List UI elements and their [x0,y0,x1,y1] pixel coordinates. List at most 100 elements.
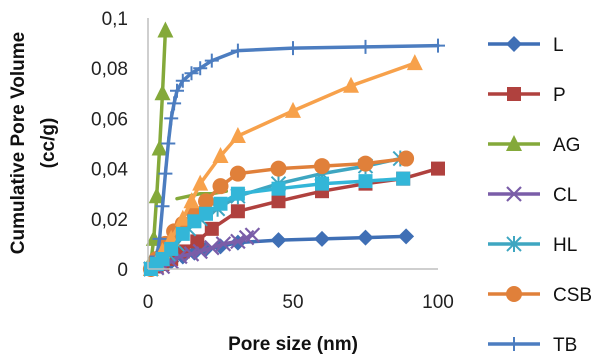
data-point-ag-5 [157,21,174,38]
data-point-p-6 [204,221,219,236]
data-point-series-8-9 [271,181,286,196]
y-tick-label: 0 [117,260,128,281]
data-point-cl-11 [244,227,261,243]
data-point-tb-11 [184,66,199,81]
data-point-series-7-5 [183,192,200,209]
data-point-ag-2 [148,187,165,204]
x-tick-label: 50 [282,292,303,313]
data-point-tb-13 [204,53,219,68]
legend: L P AG CL HL CSB TB [488,35,592,356]
data-point-tb-12 [193,61,208,76]
data-point-csb-7 [212,178,229,195]
data-point-series-8-10 [315,176,329,191]
data-point-tb-7 [164,111,179,126]
data-point-series-7-11 [406,54,423,71]
data-point-tb-15 [286,41,300,56]
data-point-csb-12 [398,150,415,167]
y-tick-label: 0,08 [91,59,128,80]
data-point-cl-6 [192,243,208,260]
data-point-cl-7 [204,239,220,256]
legend-marker-csb [506,286,522,302]
series-series-8 [143,171,411,276]
data-point-p-8 [271,194,286,209]
legend-label-csb: CSB [553,285,592,306]
data-point-p-12 [431,161,445,176]
data-point-series-8-6 [199,206,213,221]
data-point-l-12 [357,229,374,246]
data-point-series-8-7 [213,196,228,211]
data-point-series-7-10 [343,76,359,93]
legend-label-tb: TB [553,335,577,356]
data-point-series-8-4 [175,226,190,241]
legend-marker-tb [507,337,521,351]
x-axis-title: Pore size (nm) [228,334,358,355]
axes [147,18,438,270]
data-point-series-7-4 [174,209,191,226]
y-axis-title-unit: (cc/g) [38,118,59,169]
y-tick-label: 0,1 [102,9,128,30]
data-point-series-8-8 [230,186,245,201]
legend-marker-l [506,36,522,52]
data-point-series-7-8 [229,126,246,143]
legend-marker-p [507,87,521,101]
legend-marker-cl [506,186,522,202]
data-point-tb-4 [155,199,170,214]
data-point-csb-6 [198,193,214,210]
legend-label-cl: CL [553,185,577,206]
legend-label-l: L [553,35,564,56]
data-point-tb-6 [161,136,176,151]
data-point-ag-3 [151,139,168,156]
y-tick-labels: 0 0,02 0,04 0,06 0,08 0,1 [91,9,128,281]
legend-label-ag: AG [553,135,580,156]
legend-marker-ag [506,135,522,151]
y-tick-label: 0,04 [91,160,128,181]
y-tick-label: 0,02 [91,210,128,231]
y-axis-title-line1: Cumulative Pore Volume [8,32,29,254]
data-point-tb-10 [175,73,190,88]
legend-item-ag: AG [488,135,580,156]
data-point-tb-5 [158,166,173,181]
data-point-tb-9 [170,83,184,98]
data-point-series-7-9 [285,101,301,118]
data-point-csb-11 [357,155,374,172]
legend-label-p: P [553,85,566,106]
x-tick-label: 100 [422,292,454,313]
data-point-series-8-3 [164,241,179,256]
data-point-series-8-11 [358,174,373,189]
data-point-l-11 [314,230,330,247]
legend-item-l: L [488,35,564,56]
x-tick-labels: 0 50 100 [143,292,454,313]
plot-area [142,21,445,277]
data-point-csb-10 [314,158,330,175]
y-tick-label: 0,06 [91,109,128,130]
legend-item-hl: HL [488,235,577,256]
data-point-series-7-7 [212,147,229,164]
legend-item-csb: CSB [488,285,592,306]
data-point-tb-16 [358,39,373,54]
legend-marker-hl [506,236,522,252]
legend-item-tb: TB [488,335,577,356]
x-tick-label: 0 [143,292,154,313]
data-point-cl-8 [215,236,232,252]
data-point-l-10 [270,232,287,249]
data-point-tb-8 [167,96,182,111]
data-point-tb-3 [152,231,167,246]
legend-item-cl: CL [488,185,577,206]
data-point-l-13 [398,228,415,245]
data-point-tb-14 [230,43,245,58]
data-point-csb-9 [270,160,287,177]
data-point-p-7 [230,204,245,219]
data-point-p-5 [190,234,205,249]
data-point-series-8-5 [187,214,202,229]
data-point-series-7-6 [192,174,209,191]
data-point-cl-5 [183,246,200,262]
data-point-cl-9 [230,233,246,250]
legend-item-p: P [488,85,566,106]
data-point-series-8-12 [396,171,411,186]
y-axis-title: Cumulative Pore Volume (cc/g) [8,32,59,254]
data-point-tb-17 [431,38,445,53]
legend-label-hl: HL [553,235,577,256]
data-point-csb-8 [229,165,246,182]
data-point-ag-4 [154,84,171,101]
